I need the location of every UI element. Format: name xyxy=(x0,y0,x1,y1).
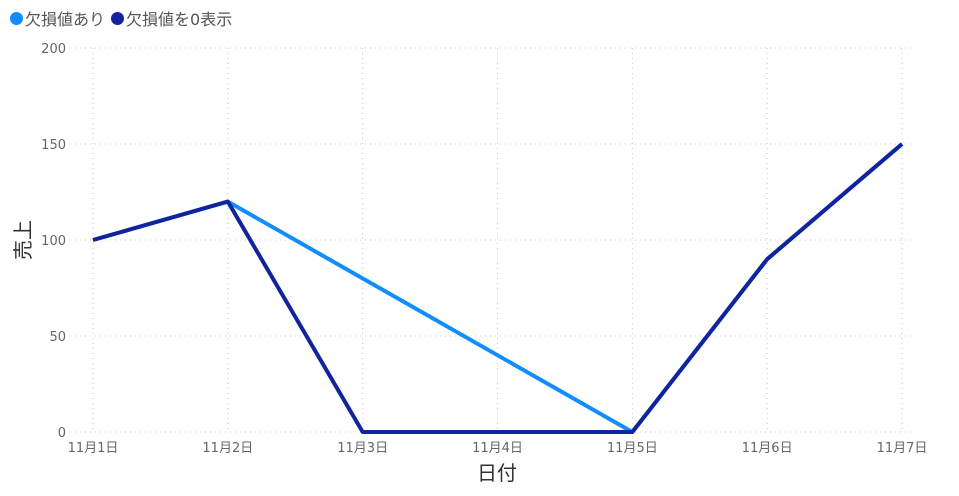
y-tick-label: 0 xyxy=(58,426,66,441)
y-tick-label: 100 xyxy=(41,234,66,249)
y-tick-label: 150 xyxy=(41,138,66,153)
legend-label: 欠損値あり xyxy=(25,10,106,29)
x-tick-label: 11月6日 xyxy=(742,441,793,456)
y-tick-label: 50 xyxy=(49,330,66,345)
x-tick-label: 11月3日 xyxy=(337,441,388,456)
x-tick-label: 11月2日 xyxy=(202,441,253,456)
y-tick-label: 200 xyxy=(41,42,66,57)
legend-item-series-0[interactable]: 欠損値あり xyxy=(10,6,105,30)
x-axis-title: 日付 xyxy=(477,461,517,485)
legend-marker-icon xyxy=(10,11,23,25)
legend: 欠損値あり 欠損値を0表示 xyxy=(10,6,232,30)
x-axis-ticks: 11月1日 11月2日 11月3日 11月4日 11月5日 11月6日 11月7日 xyxy=(68,441,928,456)
series-lines xyxy=(92,142,904,434)
legend-marker-icon xyxy=(111,11,125,25)
x-tick-label: 11月7日 xyxy=(877,441,928,456)
y-axis-title: 売上 xyxy=(11,220,35,260)
legend-item-series-1[interactable]: 欠損値を0表示 xyxy=(111,6,232,30)
legend-label: 欠損値を0表示 xyxy=(126,10,233,29)
series-line-1[interactable] xyxy=(92,142,904,434)
x-tick-label: 11月4日 xyxy=(472,441,523,456)
grid xyxy=(70,47,912,433)
y-axis-ticks: 0 50 100 150 200 xyxy=(41,42,66,441)
x-tick-label: 11月5日 xyxy=(607,441,658,456)
x-tick-label: 11月1日 xyxy=(68,441,119,456)
